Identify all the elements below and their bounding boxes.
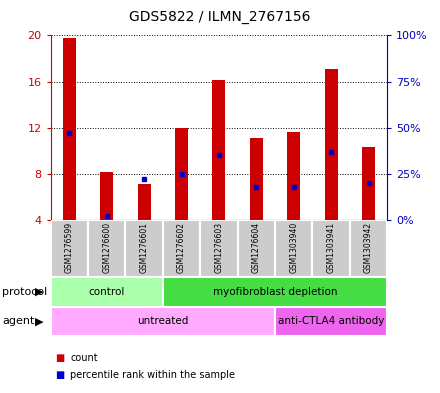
Text: GSM1303941: GSM1303941	[326, 222, 336, 273]
Text: percentile rank within the sample: percentile rank within the sample	[70, 370, 235, 380]
Bar	[275, 220, 312, 277]
Text: agent: agent	[2, 316, 35, 326]
Bar	[275, 307, 387, 336]
Bar	[125, 220, 163, 277]
Bar	[312, 220, 350, 277]
Bar	[63, 38, 76, 220]
Text: GSM1303940: GSM1303940	[289, 222, 298, 273]
Text: GSM1303942: GSM1303942	[364, 222, 373, 273]
Text: GSM1276601: GSM1276601	[139, 222, 149, 273]
Text: GDS5822 / ILMN_2767156: GDS5822 / ILMN_2767156	[129, 10, 311, 24]
Text: ▶: ▶	[35, 316, 44, 326]
Text: control: control	[88, 287, 125, 297]
Text: ■: ■	[55, 353, 64, 363]
Bar	[51, 277, 163, 307]
Bar	[51, 220, 88, 277]
Bar	[163, 220, 200, 277]
Text: myofibroblast depletion: myofibroblast depletion	[213, 287, 337, 297]
Bar	[325, 69, 337, 220]
Bar	[238, 220, 275, 277]
Bar	[362, 147, 375, 220]
Bar	[100, 172, 113, 220]
Bar	[51, 307, 275, 336]
Text: GSM1276599: GSM1276599	[65, 222, 74, 273]
Bar	[200, 220, 238, 277]
Text: GSM1276600: GSM1276600	[102, 222, 111, 273]
Text: count: count	[70, 353, 98, 363]
Text: anti-CTLA4 antibody: anti-CTLA4 antibody	[278, 316, 384, 326]
Text: GSM1276603: GSM1276603	[214, 222, 224, 273]
Bar	[175, 128, 188, 220]
Text: protocol: protocol	[2, 287, 48, 297]
Text: ▶: ▶	[35, 287, 44, 297]
Text: untreated: untreated	[137, 316, 188, 326]
Bar	[287, 132, 300, 220]
Bar	[88, 220, 125, 277]
Bar	[250, 138, 263, 220]
Text: GSM1276604: GSM1276604	[252, 222, 261, 273]
Bar	[350, 220, 387, 277]
Bar	[138, 184, 150, 220]
Bar	[163, 277, 387, 307]
Bar	[213, 81, 225, 220]
Text: GSM1276602: GSM1276602	[177, 222, 186, 273]
Text: ■: ■	[55, 370, 64, 380]
